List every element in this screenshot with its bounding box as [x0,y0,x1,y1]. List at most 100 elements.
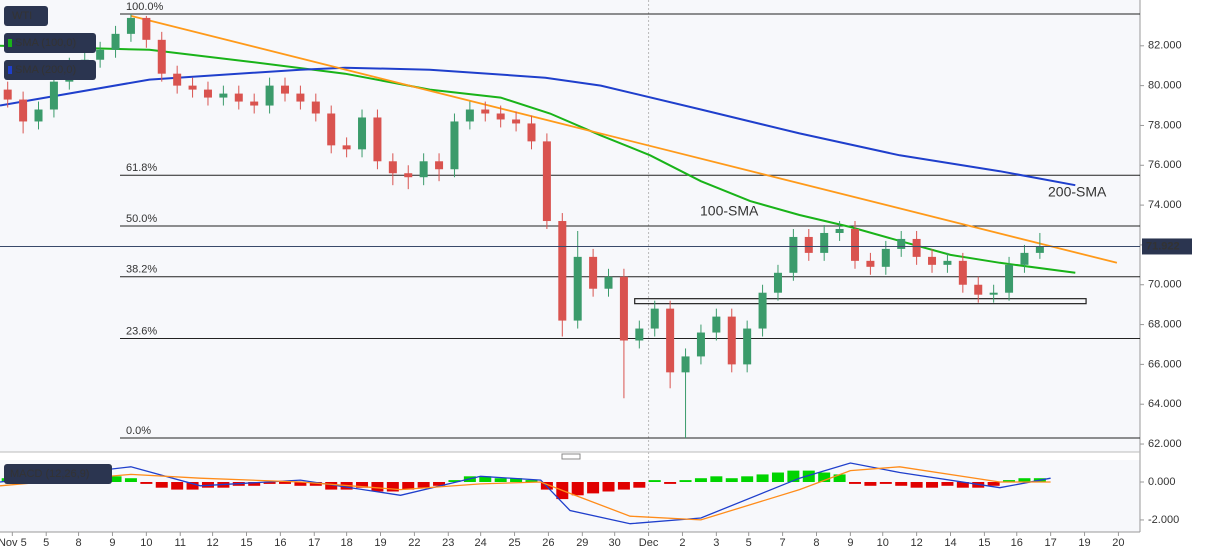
histogram-bar [864,482,877,486]
histogram-bar [294,482,307,486]
histogram-bar [756,474,769,483]
candle-body [465,109,474,122]
candle-body [820,232,829,253]
histogram-bar [1018,478,1031,483]
histogram-bar [926,482,939,488]
x-tick-label: 8 [76,537,82,549]
histogram-bar [309,482,322,486]
legend-swatch [8,66,12,74]
candle-body [696,332,705,357]
candle-body [188,85,197,90]
histogram-bar [402,482,415,490]
y-tick-label: 70.000 [1148,279,1182,291]
y-tick-label: 66.000 [1148,358,1182,370]
candle-body [311,101,320,114]
candle-body [912,238,921,257]
histogram-bar [109,476,122,483]
histogram-bar [648,480,661,483]
histogram-bar [155,482,168,488]
fib-label: 23.6% [126,325,157,337]
x-tick-label: 14 [944,537,956,549]
y-tick-label: 68.000 [1148,318,1182,330]
x-tick-label: Dec [639,537,659,549]
histogram-bar [279,482,291,484]
candle-body [388,161,397,174]
histogram-bar [386,482,399,492]
last-price-label: 71.922 [1146,240,1180,252]
x-tick-label: 22 [408,537,420,549]
candle-body [481,109,490,114]
candle-body [558,221,567,321]
candle-body [542,141,551,222]
line-series [0,66,1076,187]
candle-body [19,99,28,122]
candle-body [681,356,690,373]
candle-body [234,93,243,102]
histogram-bar [171,482,184,490]
histogram-bar [818,472,831,483]
histogram-bar [186,482,199,490]
title-box [4,6,48,26]
x-tick-label: 15 [978,537,990,549]
candle-body [527,123,536,142]
histogram-bar [263,482,276,484]
candle-body [3,89,12,100]
candle-body [419,161,428,178]
x-tick-label: 23 [442,537,454,549]
y-tick-label: -2.000 [1148,514,1179,526]
x-tick-label: 19 [374,537,386,549]
histogram-bar [494,478,507,483]
histogram-bar [525,480,538,483]
candle-body [1020,252,1029,265]
x-tick-label: 8 [813,537,819,549]
x-tick-label: Nov 5 [0,537,27,549]
histogram-bar [433,482,446,486]
histogram-bar [571,482,584,496]
x-tick-label: 16 [274,537,286,549]
x-tick-label: 20 [1112,537,1124,549]
histogram-bar [587,482,600,494]
histogram-bar [833,474,846,483]
histogram-bar [849,482,861,484]
y-tick-label: 62.000 [1148,438,1182,450]
histogram-bar [941,482,954,486]
title-box [4,464,112,484]
candle-body [34,109,43,122]
candle-body [928,256,937,265]
candle-body [358,117,367,150]
candle-body [96,49,105,60]
histogram-bar [140,482,153,484]
x-tick-label: 17 [308,537,320,549]
chart-title: WTI [12,10,32,22]
histogram-bar [479,476,492,483]
x-tick-label: 18 [340,537,352,549]
x-tick-label: 30 [609,537,621,549]
candle-body [250,101,259,106]
x-tick-label: 24 [475,537,487,549]
fib-label: 50.0% [126,213,157,225]
x-tick-label: 9 [109,537,115,549]
fib-label: 61.8% [126,162,157,174]
legend-swatch [8,39,12,47]
histogram-bar [510,478,523,483]
x-tick-label: 3 [713,537,719,549]
fib-label: 100.0% [126,1,164,13]
histogram-bar [787,470,800,483]
candle-body [296,93,305,102]
line-series [0,466,1051,521]
histogram-bar [371,482,384,492]
y-tick-label: 80.000 [1148,80,1182,92]
legend-label: SMA (200,0) [15,64,76,76]
x-tick-label: 2 [679,537,685,549]
histogram-bar [356,482,369,488]
candle-body [157,39,166,74]
line-series [130,15,1118,264]
histogram-bar [248,482,261,486]
y-tick-label: 76.000 [1148,159,1182,171]
candle-body [173,73,182,86]
x-tick-label: 9 [847,537,853,549]
candle-body [435,161,444,170]
candle-body [142,17,151,40]
